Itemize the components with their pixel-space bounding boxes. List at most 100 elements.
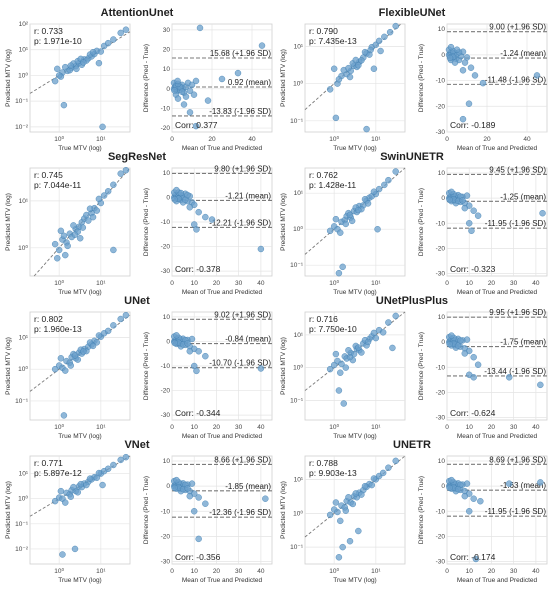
mean-diff-label: -1.21 (mean) — [225, 191, 271, 200]
scatter-point — [368, 481, 375, 489]
ba-point — [193, 367, 200, 375]
scatter-point — [385, 176, 392, 184]
ba-point — [174, 77, 181, 85]
ba-ytick-label: 0 — [441, 52, 445, 59]
ba-xtick-label: 0 — [170, 568, 174, 575]
ba-xtick-label: 40 — [257, 424, 265, 431]
mean-diff-label: -1.63 (mean) — [500, 481, 546, 490]
ba-point — [177, 189, 185, 197]
scatter-point — [352, 490, 359, 497]
scatter-ytick-label: 10⁰ — [18, 365, 28, 373]
scatter-point — [51, 497, 59, 505]
scatter-point — [51, 240, 59, 248]
ba-point — [195, 535, 202, 543]
ba-point — [506, 480, 513, 487]
scatter-point — [99, 123, 106, 131]
scatter-ytick-label: 10¹ — [19, 334, 29, 341]
ba-ylabel: Difference (Pred - True) — [418, 332, 425, 400]
ba-xtick-label: 30 — [510, 424, 518, 431]
scatter-point — [85, 217, 92, 224]
scatter-xtick-label: 10⁰ — [54, 279, 64, 287]
scatter-xlabel: True MTV (log) — [58, 433, 101, 440]
scatter-point — [60, 412, 68, 419]
scatter-point — [326, 511, 334, 519]
ba-ytick-label: -10 — [436, 78, 446, 85]
ba-ytick-label: 10 — [438, 26, 446, 33]
scatter-point — [348, 217, 356, 225]
ba-ytick-label: -10 — [436, 364, 446, 371]
ba-ytick-label: -20 — [436, 103, 446, 110]
ba-point — [446, 54, 454, 62]
ba-xtick-label: 20 — [213, 568, 221, 575]
ba-point — [459, 67, 467, 74]
scatter-point — [86, 475, 94, 482]
scatter-xtick-label: 10¹ — [371, 280, 381, 287]
p-value-label: p: 1.960e-13 — [34, 324, 82, 334]
ba-point — [533, 72, 541, 79]
scatter-point — [99, 481, 106, 489]
ba-point — [186, 87, 194, 94]
upper-loa-label: 15.68 (+1.96 SD) — [210, 49, 271, 58]
scatter-xlabel: True MTV (log) — [333, 433, 376, 440]
scatter-point — [345, 347, 352, 354]
ba-xtick-label: 40 — [532, 568, 540, 575]
scatter-point — [392, 457, 399, 465]
scatter-point — [335, 387, 343, 394]
scatter-point — [67, 362, 74, 369]
ba-point — [474, 361, 482, 368]
ba-point — [471, 72, 479, 79]
scatter-xtick-label: 10¹ — [371, 568, 381, 575]
scatter-point — [62, 251, 69, 259]
scatter-ylabel: Predicted MTV (log) — [280, 193, 287, 251]
ba-xtick-label: 0 — [170, 280, 174, 287]
scatter-point — [110, 181, 117, 188]
scatter-xtick-label: 10⁰ — [329, 423, 339, 431]
ba-ytick-label: 20 — [163, 47, 171, 54]
ba-point — [180, 101, 188, 108]
scatter-point — [122, 312, 130, 319]
ba-point — [453, 46, 461, 53]
ba-xtick-label: 40 — [532, 280, 540, 287]
upper-loa-label: 9.00 (+1.96 SD) — [489, 23, 546, 32]
ba-xtick-label: 20 — [483, 136, 491, 143]
scatter-ylabel: Predicted MTV (log) — [5, 481, 12, 539]
scatter-ytick-label: 10⁻² — [15, 546, 29, 553]
mean-diff-label: -1.85 (mean) — [225, 482, 271, 491]
panel-title: UNet — [124, 295, 150, 307]
scatter-point — [339, 543, 346, 551]
scatter-point — [346, 73, 354, 81]
pearson-r-label: r: 0.733 — [34, 26, 63, 36]
corr-label: Corr: -0.174 — [450, 552, 496, 562]
ba-point — [467, 64, 475, 71]
scatter-point — [62, 499, 69, 506]
scatter-point — [71, 352, 79, 359]
ba-xtick-label: 10 — [466, 568, 474, 575]
ba-point — [202, 213, 209, 221]
ba-point — [202, 352, 209, 360]
ba-point — [192, 122, 200, 130]
ba-point — [257, 365, 265, 372]
pearson-r-label: r: 0.802 — [34, 314, 63, 324]
scatter-ytick-label: 10⁻¹ — [15, 521, 29, 528]
p-value-label: p: 7.044e-11 — [34, 180, 81, 190]
scatter-point — [337, 517, 344, 525]
ba-ytick-label: -20 — [161, 533, 171, 540]
scatter-point — [346, 211, 354, 219]
ba-point — [184, 485, 191, 492]
ba-xtick-label: 0 — [170, 136, 174, 143]
scatter-ytick-label: 10⁰ — [293, 225, 303, 233]
ba-xlabel: Mean of True and Predicted — [457, 145, 538, 152]
scatter-point — [385, 319, 392, 326]
ba-ytick-label: 0 — [441, 195, 445, 202]
scatter-ytick-label: 10⁰ — [18, 71, 28, 79]
ba-point — [173, 186, 180, 194]
lower-loa-label: -13.44 (-1.96 SD) — [484, 367, 546, 376]
scatter-point — [379, 329, 387, 336]
ba-xtick-label: 20 — [208, 136, 216, 143]
scatter-ytick-label: 10¹ — [294, 332, 304, 339]
scatter-point — [392, 22, 399, 30]
scatter-ytick-label: 10⁰ — [293, 364, 303, 372]
scatter-ytick-label: 10² — [19, 21, 29, 28]
